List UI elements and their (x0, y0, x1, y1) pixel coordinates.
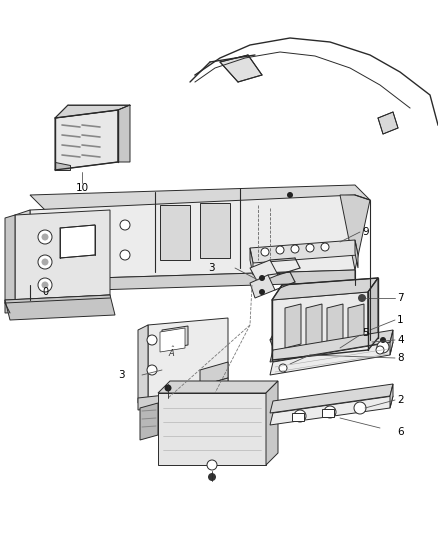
Text: 3: 3 (118, 370, 125, 380)
Polygon shape (30, 185, 370, 210)
Polygon shape (378, 112, 398, 134)
Polygon shape (15, 210, 30, 285)
Circle shape (358, 294, 366, 302)
Text: 8: 8 (397, 353, 404, 363)
Polygon shape (220, 55, 262, 82)
Text: 1: 1 (397, 315, 404, 325)
Circle shape (208, 473, 216, 481)
Text: 10: 10 (75, 183, 88, 193)
Polygon shape (272, 278, 378, 300)
Polygon shape (340, 195, 370, 270)
Circle shape (287, 192, 293, 198)
Polygon shape (270, 396, 393, 425)
Circle shape (42, 234, 48, 240)
Bar (158, 393, 266, 465)
Text: 5: 5 (362, 328, 369, 338)
Polygon shape (5, 295, 110, 313)
Circle shape (147, 335, 157, 345)
Polygon shape (148, 318, 228, 398)
Circle shape (42, 282, 48, 288)
Text: 4: 4 (397, 335, 404, 345)
Text: 3: 3 (208, 263, 215, 273)
Polygon shape (285, 304, 301, 348)
Text: 7: 7 (397, 293, 404, 303)
Polygon shape (348, 304, 364, 348)
Polygon shape (390, 384, 393, 408)
Polygon shape (140, 403, 158, 440)
Circle shape (38, 255, 52, 269)
Polygon shape (30, 195, 355, 280)
Circle shape (259, 275, 265, 281)
Bar (200, 203, 230, 258)
Polygon shape (250, 275, 275, 298)
Circle shape (279, 351, 285, 357)
Circle shape (291, 245, 299, 253)
Circle shape (165, 384, 172, 392)
Circle shape (38, 230, 52, 244)
Polygon shape (160, 328, 185, 352)
Circle shape (377, 341, 389, 353)
Circle shape (38, 278, 52, 292)
Circle shape (306, 244, 314, 252)
Text: 6: 6 (397, 427, 404, 437)
Polygon shape (138, 388, 228, 410)
Bar (160, 205, 190, 260)
Polygon shape (118, 105, 130, 162)
Polygon shape (200, 362, 228, 386)
Circle shape (120, 250, 130, 260)
Circle shape (276, 246, 284, 254)
Polygon shape (162, 326, 188, 349)
Circle shape (294, 410, 306, 422)
Text: 9: 9 (362, 227, 369, 237)
Circle shape (120, 220, 130, 230)
Polygon shape (270, 330, 393, 362)
Circle shape (42, 259, 48, 265)
Polygon shape (270, 280, 378, 340)
Circle shape (164, 394, 172, 402)
Polygon shape (266, 381, 278, 465)
Polygon shape (55, 110, 118, 170)
Circle shape (279, 364, 287, 372)
Circle shape (147, 365, 157, 375)
Polygon shape (327, 304, 343, 348)
Polygon shape (270, 342, 393, 375)
Polygon shape (55, 105, 130, 118)
Polygon shape (368, 278, 378, 350)
Circle shape (207, 460, 217, 470)
Polygon shape (390, 330, 393, 355)
Circle shape (380, 337, 386, 343)
Polygon shape (270, 384, 393, 413)
Polygon shape (272, 292, 368, 360)
Bar (292, 413, 304, 421)
Text: 0: 0 (42, 287, 48, 297)
Polygon shape (270, 295, 378, 360)
Circle shape (261, 248, 269, 256)
Polygon shape (306, 304, 322, 348)
Polygon shape (15, 210, 110, 300)
Circle shape (376, 346, 384, 354)
Text: $\hat{A}$: $\hat{A}$ (168, 345, 176, 359)
Polygon shape (250, 240, 358, 263)
Polygon shape (60, 225, 95, 258)
Polygon shape (158, 381, 278, 393)
Polygon shape (55, 162, 70, 170)
Text: 2: 2 (397, 395, 404, 405)
Polygon shape (5, 295, 115, 320)
Polygon shape (5, 215, 15, 303)
Circle shape (354, 402, 366, 414)
Polygon shape (138, 325, 148, 403)
Circle shape (321, 243, 329, 251)
Polygon shape (250, 248, 253, 275)
Polygon shape (250, 260, 278, 283)
Circle shape (286, 365, 293, 372)
Bar (322, 409, 334, 417)
Polygon shape (355, 240, 358, 268)
Circle shape (259, 289, 265, 295)
Polygon shape (200, 378, 228, 402)
Polygon shape (30, 270, 355, 292)
Circle shape (324, 406, 336, 418)
